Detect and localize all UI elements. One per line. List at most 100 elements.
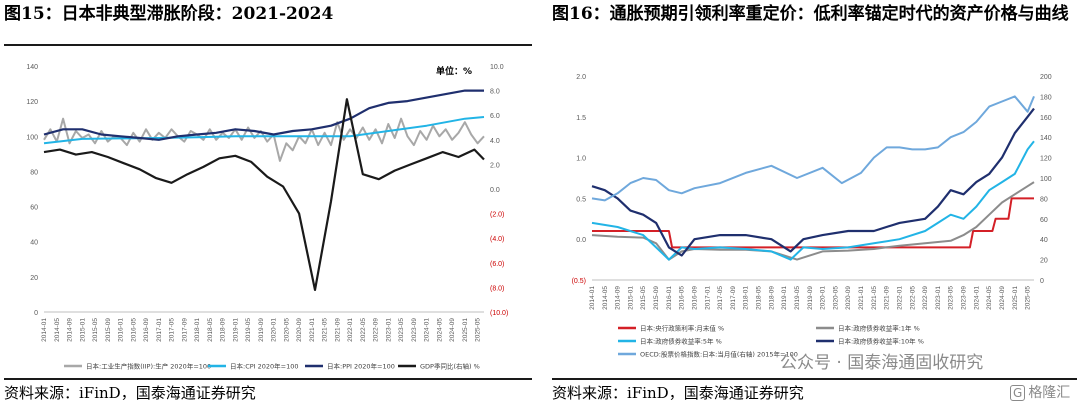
x-tick-label: 2022-05 (909, 286, 916, 310)
chart-left: 0 20 40 60 80 100 120 140 10.0 8.0 6.0 4.0 2.0 0.0 (2.… (26, 64, 508, 371)
y-right-tick-label: 8.0 (490, 89, 500, 96)
series-line (592, 197, 1034, 249)
legend-label: 日本:CPI 2020年=100 (230, 362, 299, 371)
x-tick-label: 2024-05 (986, 286, 993, 310)
series-line (591, 140, 1035, 261)
x-tick-label: 2025-01 (1012, 286, 1019, 310)
x-tick-label: 2019-09 (258, 318, 265, 342)
x-tick-label: 2020-01 (820, 286, 827, 310)
series-line (43, 89, 484, 141)
x-tick-label: 2015-01 (627, 286, 634, 310)
x-tick-label: 2018-05 (207, 318, 214, 342)
x-tick-label: 2023-01 (385, 318, 392, 342)
y-right-tick-label: 2.0 (490, 162, 500, 169)
y-right-tick-label: (6.0) (490, 261, 504, 268)
series-line (43, 116, 485, 145)
series-line (591, 107, 1035, 257)
x-tick-label: 2018-09 (220, 318, 227, 342)
x-tick-label: 2020-09 (845, 286, 852, 310)
chart-right: 2.01.51.00.50.0(0.5)20018016014012010080… (572, 74, 1052, 359)
watermark-logo: G 格隆汇 (1010, 382, 1070, 402)
y-left-tick-label: 80 (30, 169, 38, 176)
x-tick-label: 2020-05 (832, 286, 839, 310)
figure-title: 图15：日本非典型滞胀阶段：2021-2024 (4, 4, 334, 24)
y-right-tick-label: 180 (1040, 94, 1052, 101)
y-right-tick-label: 0 (1040, 278, 1044, 285)
x-tick-label: 2019-01 (781, 286, 788, 310)
y-left-tick-label: 100 (26, 134, 38, 141)
y-right-tick-label: 40 (1040, 237, 1048, 244)
y-right-tick-label: 4.0 (490, 138, 500, 145)
x-tick-label: 2022-09 (373, 318, 380, 342)
x-tick-label: 2016-09 (691, 286, 698, 310)
x-tick-label: 2018-01 (194, 318, 201, 342)
x-tick-label: 2015-09 (105, 318, 112, 342)
x-tick-label: 2018-01 (743, 286, 750, 310)
y-left-tick-label: (0.5) (572, 278, 586, 285)
x-tick-label: 2019-01 (232, 318, 239, 342)
source-note: 资料来源：iFinD，国泰海通证券研究 (4, 384, 256, 402)
figure-title: 图16：通胀预期引领利率重定价：低利率锚定时代的资产价格与曲线 (552, 4, 1069, 24)
y-left-tick-label: 140 (26, 64, 38, 71)
y-right-tick-label: 10.0 (490, 64, 504, 71)
y-right-tick-label: (10.0) (490, 310, 508, 317)
x-tick-label: 2023-05 (948, 286, 955, 310)
watermark-logo-box: G (1010, 385, 1026, 401)
x-tick-label: 2014-05 (602, 286, 609, 310)
x-tick-label: 2019-05 (794, 286, 801, 310)
y-right-tick-label: 200 (1040, 74, 1052, 81)
y-right-tick-label: 0.0 (490, 187, 500, 194)
legend-label: OECD:股票价格指数:日本:当月值(右轴) 2015年=100 (640, 350, 798, 359)
y-right-tick-label: 80 (1040, 196, 1048, 203)
x-tick-label: 2014-05 (54, 318, 61, 342)
x-tick-label: 2023-09 (411, 318, 418, 342)
title-divider (4, 44, 532, 46)
x-tick-label: 2015-05 (640, 286, 647, 310)
source-divider (552, 378, 1077, 380)
legend-label: 日本:政府债券收益率:5年 % (640, 337, 722, 346)
x-tick-label: 2024-09 (999, 286, 1006, 310)
x-tick-label: 2018-09 (768, 286, 775, 310)
x-tick-label: 2022-05 (360, 318, 367, 342)
series-line (591, 95, 1035, 202)
x-tick-label: 2021-05 (871, 286, 878, 310)
x-tick-label: 2020-05 (283, 318, 290, 342)
watermark-text: 公众号 · 国泰海通固收研究 (780, 353, 984, 373)
x-tick-label: 2021-09 (334, 318, 341, 342)
x-tick-label: 2021-09 (884, 286, 891, 310)
x-tick-label: 2017-05 (169, 318, 176, 342)
x-tick-label: 2021-01 (858, 286, 865, 310)
x-tick-label: 2021-01 (309, 318, 316, 342)
source-note: 资料来源：iFinD，国泰海通证券研究 (552, 384, 804, 402)
x-tick-label: 2017-09 (730, 286, 737, 310)
y-left-tick-label: 2.0 (576, 74, 586, 81)
x-tick-label: 2025-05 (475, 318, 482, 342)
x-tick-label: 2020-09 (296, 318, 303, 342)
y-left-tick-label: 1.0 (576, 156, 586, 163)
x-tick-label: 2016-05 (679, 286, 686, 310)
x-tick-label: 2017-01 (156, 318, 163, 342)
x-tick-label: 2018-05 (756, 286, 763, 310)
x-tick-label: 2024-05 (436, 318, 443, 342)
y-right-tick-label: (8.0) (490, 285, 504, 292)
x-tick-label: 2022-01 (896, 286, 903, 310)
x-tick-label: 2019-09 (807, 286, 814, 310)
x-tick-label: 2022-01 (347, 318, 354, 342)
x-tick-label: 2019-05 (245, 318, 252, 342)
legend-label: 日本:政府债券收益率:10年 % (838, 337, 924, 346)
x-tick-label: 2024-09 (449, 318, 456, 342)
x-tick-label: 2017-01 (704, 286, 711, 310)
panel-right: 图16：通胀预期引领利率重定价：低利率锚定时代的资产价格与曲线 2.0 1.5 1.… (548, 0, 1080, 407)
y-left-tick-label: 0.0 (576, 237, 586, 244)
y-left-tick-label: 40 (30, 240, 38, 247)
x-tick-label: 2015-05 (92, 318, 99, 342)
x-tick-label: 2017-09 (181, 318, 188, 342)
x-tick-label: 2023-05 (398, 318, 405, 342)
x-tick-label: 2016-01 (118, 318, 125, 342)
x-tick-label: 2021-05 (322, 318, 329, 342)
x-tick-label: 2016-05 (130, 318, 137, 342)
x-tick-label: 2014-01 (589, 286, 596, 310)
x-tick-label: 2025-05 (1025, 286, 1032, 310)
x-tick-label: 2023-01 (935, 286, 942, 310)
y-right-tick-label: 120 (1040, 156, 1052, 163)
